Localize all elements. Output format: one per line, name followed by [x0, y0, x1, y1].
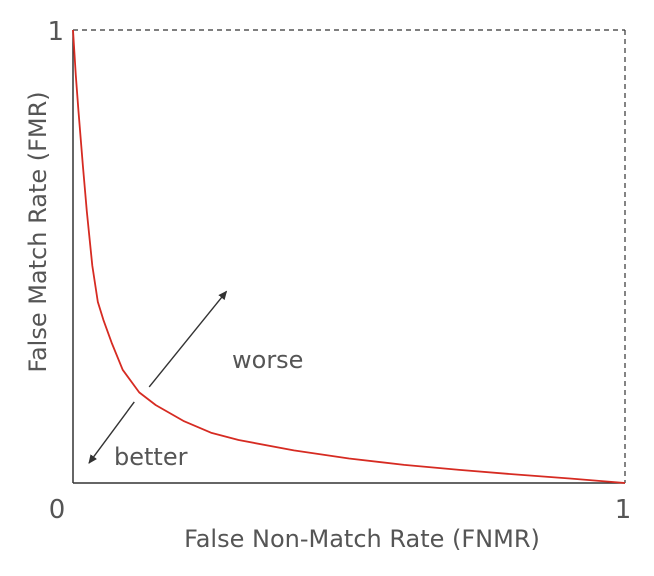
annotation-label-worse: worse — [232, 346, 303, 374]
series-line-0 — [72, 29, 626, 484]
annotation-layer: worse better — [88, 290, 303, 471]
y-tick-label-1: 1 — [47, 17, 64, 47]
annotation-label-better: better — [114, 443, 188, 471]
x-axis-label: False Non-Match Rate (FNMR) — [184, 525, 540, 553]
y-axis-label: False Match Rate (FMR) — [24, 91, 52, 372]
x-tick-label-1: 1 — [615, 495, 632, 525]
annotation-arrow-worse — [148, 290, 228, 388]
series-layer — [72, 29, 626, 484]
annotation-arrow-better — [88, 401, 135, 464]
x-tick-label-0: 0 — [49, 495, 66, 525]
